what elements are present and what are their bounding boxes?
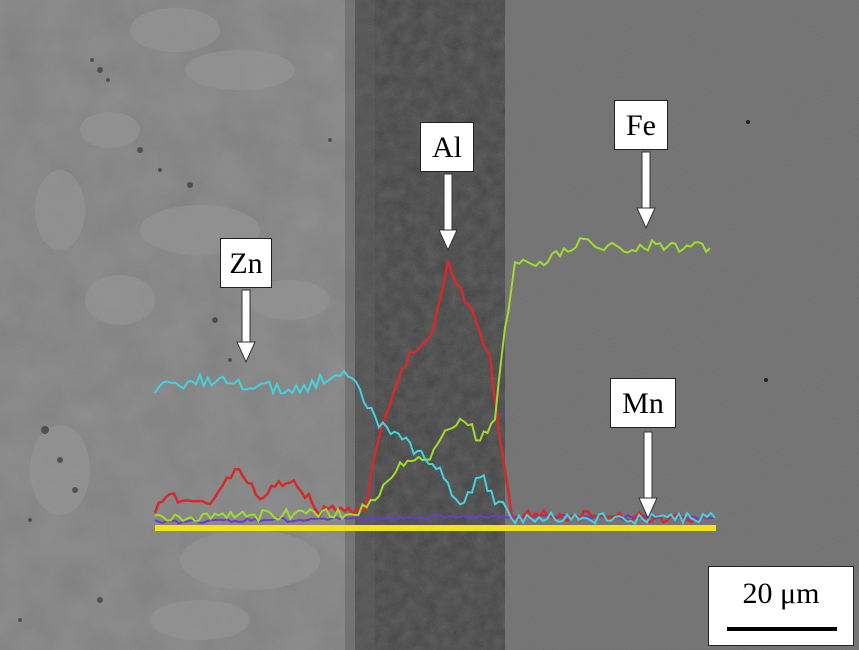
al-profile [153,260,716,524]
down-arrow-icon [236,289,256,364]
element-arrows [236,151,658,520]
label-zn: Zn [220,238,272,288]
down-arrow-icon [438,173,458,252]
substrate-pit [764,378,768,382]
fe-profile [154,237,711,524]
substrate-pit [746,120,750,124]
down-arrow-icon [638,431,658,520]
zn-profile [154,369,716,526]
eds-line-profiles [153,237,716,526]
label-al: Al [420,122,474,172]
scale-bar [727,627,837,631]
scale-bar-box: 20 μm [708,566,854,646]
label-mn: Mn [610,378,676,428]
down-arrow-icon [636,151,656,230]
label-fe: Fe [614,100,668,150]
scale-bar-label: 20 μm [742,577,820,610]
